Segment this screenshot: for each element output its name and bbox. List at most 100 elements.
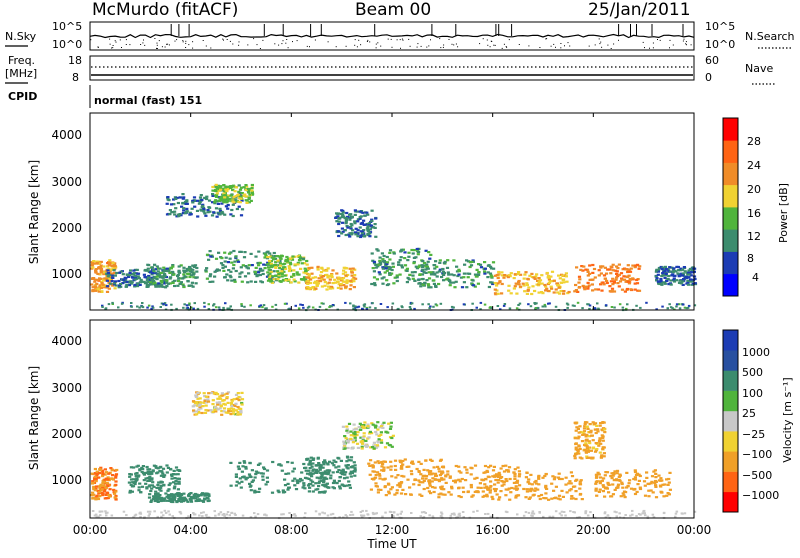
velocity-cell — [389, 468, 393, 471]
power-cell — [487, 285, 491, 289]
velocity-cell — [214, 391, 218, 394]
velocity-cell — [564, 476, 568, 479]
power-cell — [376, 263, 380, 266]
velocity-ground-cell — [531, 510, 535, 513]
velocity-ground-cell — [423, 511, 426, 513]
velocity-cbar-frame — [722, 329, 739, 513]
power-cell — [131, 276, 135, 279]
power-cell — [203, 212, 207, 215]
power-cell — [224, 185, 228, 188]
velocity-cell — [582, 430, 587, 433]
velocity-cell — [352, 428, 356, 431]
velocity-ground-cell — [338, 516, 341, 519]
power-ground-cell — [229, 305, 232, 308]
velocity-cell — [657, 479, 662, 482]
power-cell — [296, 263, 300, 266]
velocity-cell — [646, 482, 650, 485]
velocity-ground-cell — [484, 513, 487, 515]
power-cell — [372, 260, 376, 263]
velocity-cell — [370, 446, 375, 449]
power-cell — [130, 272, 134, 276]
power-cell — [97, 262, 101, 265]
velocity-cell — [391, 434, 395, 437]
power-cell — [208, 275, 212, 278]
velocity-cell — [484, 478, 488, 481]
power-cell — [220, 195, 224, 198]
power-ground-cell — [435, 304, 439, 307]
power-cell — [432, 279, 436, 282]
power-cell — [374, 217, 378, 220]
power-cell — [91, 289, 95, 292]
velocity-cell — [431, 477, 435, 480]
power-cell — [155, 265, 159, 268]
power-cell — [533, 277, 537, 280]
velocity-cell — [487, 466, 491, 469]
velocity-cell — [265, 469, 270, 472]
velocity-cell — [542, 497, 546, 500]
power-cell — [271, 275, 275, 278]
velocity-cbar-tick-neg1000: −1000 — [742, 489, 779, 502]
velocity-cell — [406, 478, 410, 481]
velocity-cell — [419, 462, 423, 465]
power-cell — [94, 287, 98, 290]
velocity-ylabel: Slant Range [km] — [27, 366, 41, 470]
velocity-cell — [595, 494, 599, 497]
power-cell — [392, 252, 396, 255]
velocity-cell — [337, 468, 341, 472]
velocity-cell — [599, 455, 604, 459]
power-ground-cell — [365, 308, 369, 311]
power-cell — [432, 272, 436, 275]
velocity-ground-cell — [162, 514, 165, 517]
power-cell — [432, 282, 436, 285]
velocity-ground-cell — [98, 510, 102, 513]
velocity-ground-cell — [631, 513, 634, 516]
velocity-cell — [577, 445, 581, 448]
velocity-cell — [606, 481, 610, 484]
power-cell — [230, 208, 234, 212]
velocity-cell — [366, 423, 370, 426]
power-cell — [468, 261, 472, 264]
power-cell — [280, 270, 284, 273]
velocity-cell — [409, 493, 413, 496]
velocity-cell — [390, 475, 394, 478]
velocity-cell — [570, 495, 574, 498]
velocity-ground-cell — [489, 515, 492, 518]
power-cell — [620, 288, 625, 291]
velocity-cell — [292, 467, 296, 470]
nsearch-point — [690, 44, 692, 46]
power-cell — [326, 275, 330, 278]
power-cell — [91, 261, 95, 264]
velocity-cell — [237, 467, 241, 470]
velocity-cell — [574, 479, 578, 482]
power-cell — [267, 274, 271, 277]
velocity-cell — [149, 500, 153, 503]
velocity-ground-cell — [329, 513, 333, 516]
velocity-cell — [372, 441, 376, 444]
power-ground-cell — [192, 307, 195, 310]
power-cell — [370, 252, 374, 255]
power-ground-cell — [354, 305, 357, 308]
velocity-cell — [516, 466, 520, 469]
velocity-cell — [331, 481, 336, 485]
velocity-cell — [113, 496, 117, 499]
power-cell — [143, 275, 147, 279]
velocity-cbar-tick-1000: 1000 — [742, 346, 770, 359]
velocity-ground-cell — [148, 513, 151, 516]
velocity-cell — [354, 428, 358, 431]
velocity-cell — [448, 476, 452, 479]
power-cell — [244, 184, 248, 187]
power-cell — [533, 289, 537, 293]
power-ground-cell — [371, 302, 374, 305]
power-cell — [90, 283, 94, 286]
power-cell — [411, 252, 415, 255]
velocity-cell — [242, 475, 246, 478]
velocity-cell — [222, 410, 226, 413]
power-cell — [123, 281, 127, 284]
velocity-cell — [202, 401, 206, 404]
velocity-cell — [490, 495, 494, 498]
velocity-cell — [365, 444, 369, 448]
power-cell — [245, 199, 249, 202]
velocity-cell — [152, 497, 156, 500]
power-cell — [444, 278, 449, 281]
power-ground-cell — [203, 301, 206, 304]
